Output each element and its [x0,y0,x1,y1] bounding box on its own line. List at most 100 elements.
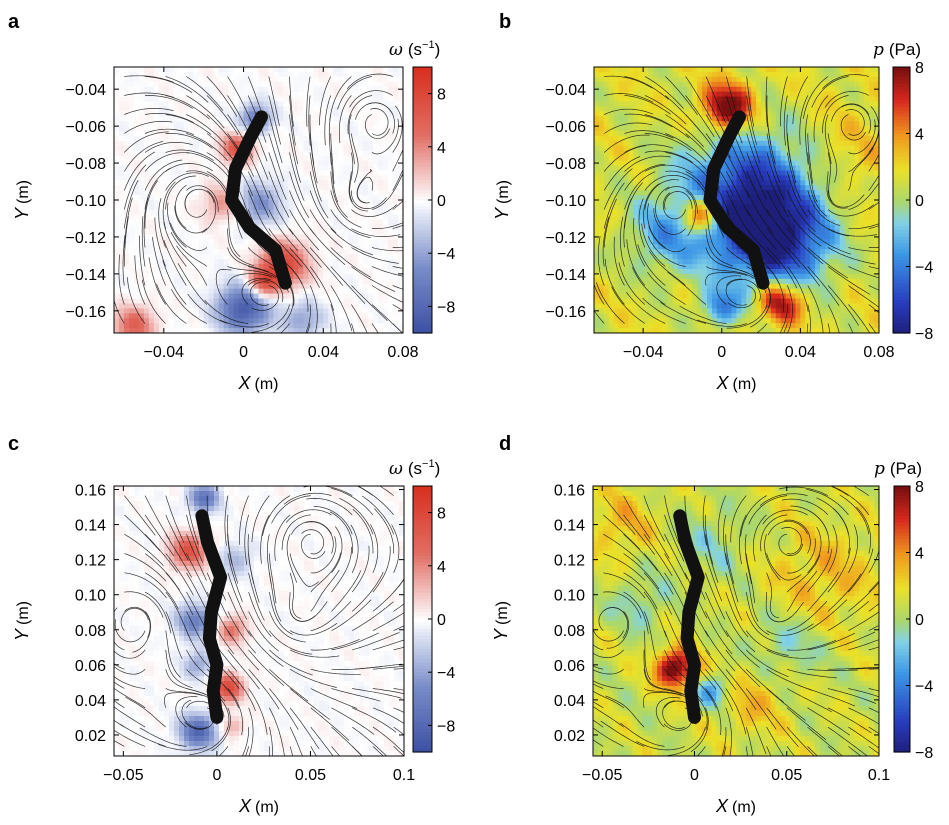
heatmap-cell [198,111,205,117]
heatmap-cell [253,283,260,290]
heatmap-cell [598,219,605,226]
heatmap-cell [388,160,394,167]
heatmap-cell [613,323,620,329]
heatmap-cell [133,165,140,172]
heatmap-cell [313,86,319,93]
heatmap-cell [158,96,165,103]
heatmap-cell [721,273,728,280]
heatmap-cell [283,259,289,265]
heatmap-cell [253,278,260,285]
heatmap-cell [598,239,605,245]
heatmap-cell [188,101,195,108]
heatmap-cell [123,81,130,88]
heatmap-cell [657,91,664,98]
heatmap-cell [613,126,620,132]
streamline [356,169,373,204]
heatmap-cell [613,229,620,236]
heatmap-cell [716,239,723,245]
heatmap-cell [188,323,195,329]
heatmap-cell [288,298,294,305]
heatmap-cell [358,96,364,103]
heatmap-cell [598,195,605,201]
heatmap-cell [118,185,125,191]
heatmap-cell [114,116,120,122]
heatmap-cell [318,190,324,196]
heatmap-cell [168,165,175,172]
heatmap-cell [268,140,275,147]
heatmap-cell [313,67,319,73]
heatmap-cell [603,259,610,265]
heatmap-cell [638,145,644,152]
heatmap-cell [603,121,610,127]
heatmap-cell [238,249,245,255]
heatmap-cell [313,135,319,142]
heatmap-cell [123,76,130,83]
heatmap-cell [318,76,324,83]
heatmap-cell [133,278,140,285]
heatmap-cell [183,239,190,245]
heatmap-cell [123,185,130,191]
heatmap-cell [193,96,200,103]
heatmap-cell [343,131,349,137]
colorbar-step [413,276,432,281]
heatmap-cell [677,185,684,191]
heatmap-cell [594,116,600,122]
heatmap-cell [248,298,255,305]
streamline [330,171,348,218]
heatmap-cell [168,135,175,142]
heatmap-cell [643,180,649,186]
heatmap-cell [594,254,600,260]
colorbar-step [413,286,432,291]
heatmap-cell [288,288,294,295]
colorbar-step [413,236,432,241]
heatmap-cell [672,259,679,265]
heatmap-cell [263,81,270,88]
heatmap-cell [633,126,639,132]
heatmap-cell [323,175,329,181]
heatmap-cell [303,71,309,78]
heatmap-cell [208,96,215,103]
heatmap-cell [318,268,324,275]
heatmap-cell [213,244,220,250]
heatmap-cell [263,170,270,176]
heatmap-cell [213,91,220,98]
heatmap-cell [243,283,250,290]
heatmap-cell [677,293,684,300]
colorbar-step [413,200,432,204]
heatmap-cell [608,135,615,142]
heatmap-cell [138,254,145,260]
heatmap-cell [672,328,679,333]
heatmap-cell [128,214,135,221]
heatmap-cell [623,71,629,78]
heatmap-cell [153,264,160,270]
heatmap-cell [193,328,200,333]
heatmap-cell [114,185,120,191]
heatmap-cell [328,165,334,172]
heatmap-cell [128,76,135,83]
heatmap-cell [682,278,688,285]
heatmap-cell [613,155,620,162]
heatmap-cell [343,254,349,260]
heatmap-cell [628,308,634,314]
heatmap-cell [218,150,225,157]
heatmap-cell [383,254,389,260]
heatmap-cell [173,259,180,265]
heatmap-cell [398,116,403,122]
heatmap-cell [726,318,733,324]
heatmap-cell [328,278,334,285]
heatmap-cell [153,229,160,236]
heatmap-cell [667,170,674,176]
heatmap-cell [618,81,625,88]
heatmap-cell [652,264,659,270]
heatmap-cell [608,131,615,137]
heatmap-cell [358,195,364,201]
heatmap-cell [318,318,324,324]
heatmap-cell [667,328,674,333]
heatmap-cell [283,165,289,172]
heatmap-cell [208,81,215,88]
heatmap-cell [188,214,195,221]
heatmap-cell [133,219,140,226]
heatmap-cell [143,121,150,127]
streamline [251,285,279,311]
heatmap-cell [258,86,265,93]
